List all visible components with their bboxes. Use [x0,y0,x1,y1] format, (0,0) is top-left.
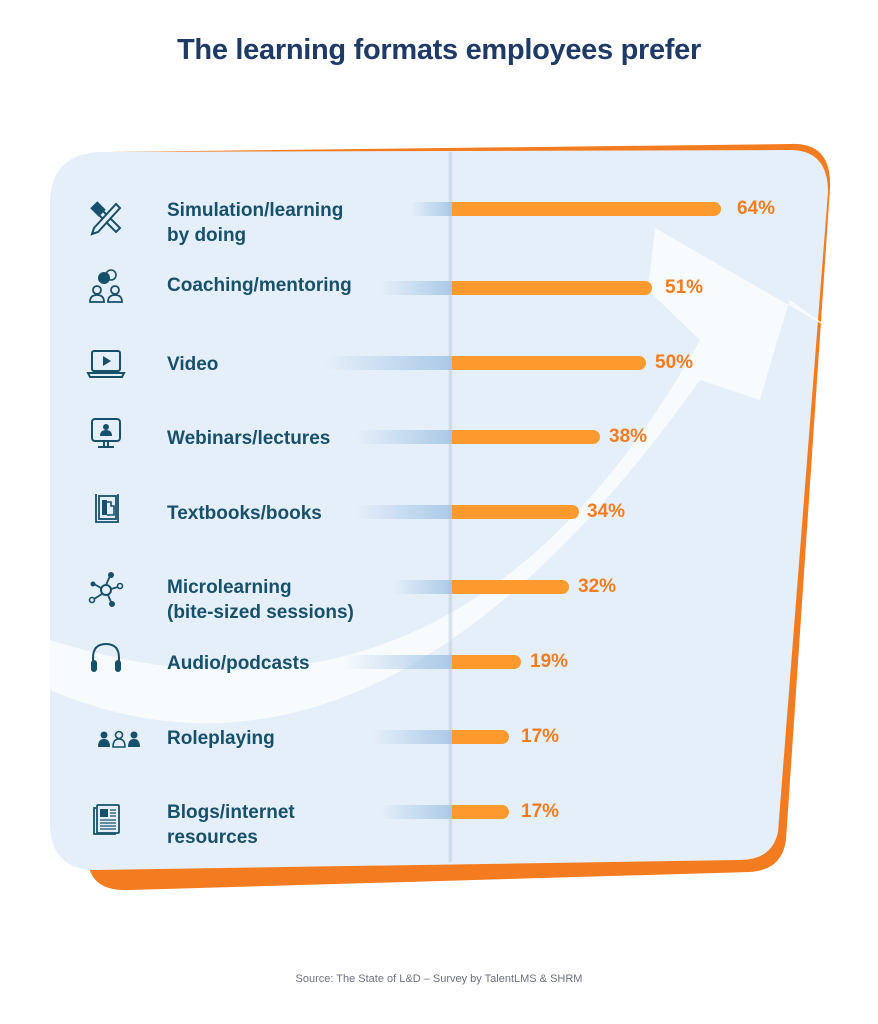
bar-video [452,356,646,370]
network-nodes-icon [88,572,124,607]
category-label: Roleplaying [167,728,275,749]
bar-simulation [452,202,721,216]
value-label: 17% [521,801,560,822]
value-label: 64% [737,198,776,219]
category-label: Blogs/internet resources [167,802,295,848]
value-label: 19% [530,651,569,672]
bar-textbooks [452,505,579,519]
headphones-icon [91,642,121,672]
group-people-icon [98,730,140,748]
bar-fade [380,805,452,819]
source-note: Source: The State of L&D – Survey by Tal… [295,973,583,985]
category-label: Webinars/lectures [167,428,331,449]
category-label: Textbooks/books [167,503,322,524]
bar-roleplaying [452,730,509,744]
bar-fade [372,730,452,744]
category-label: Video [167,354,219,375]
category-label: Audio/podcasts [167,653,310,674]
category-label: Coaching/mentoring [167,275,352,296]
chart-title: The learning formats employees prefer [177,34,701,66]
bar-fade [355,430,452,444]
bar-fade [393,580,452,594]
value-label: 38% [609,426,648,447]
bar-fade [380,281,452,295]
bar-audio [452,655,521,669]
bar-fade [342,655,452,669]
category-label: Simulation/learning by doing [167,200,344,246]
value-label: 51% [665,277,704,298]
mentoring-people-icon [89,269,123,303]
pencil-ruler-icon [90,201,122,236]
book-icon [95,494,119,523]
value-label: 34% [587,501,626,522]
bar-fade [355,505,452,519]
bar-fade [410,202,452,216]
bar-blogs [452,805,509,819]
bar-coaching [452,281,652,295]
value-label: 50% [655,352,694,373]
bar-microlearning [452,580,569,594]
bar-fade [325,356,452,370]
value-label: 32% [578,576,617,597]
newspaper-icon [93,804,120,835]
value-label: 17% [521,726,560,747]
laptop-video-icon [86,350,126,378]
monitor-presenter-icon [91,418,121,448]
bar-webinars [452,430,600,444]
category-label: Microlearning (bite-sized sessions) [167,577,354,623]
